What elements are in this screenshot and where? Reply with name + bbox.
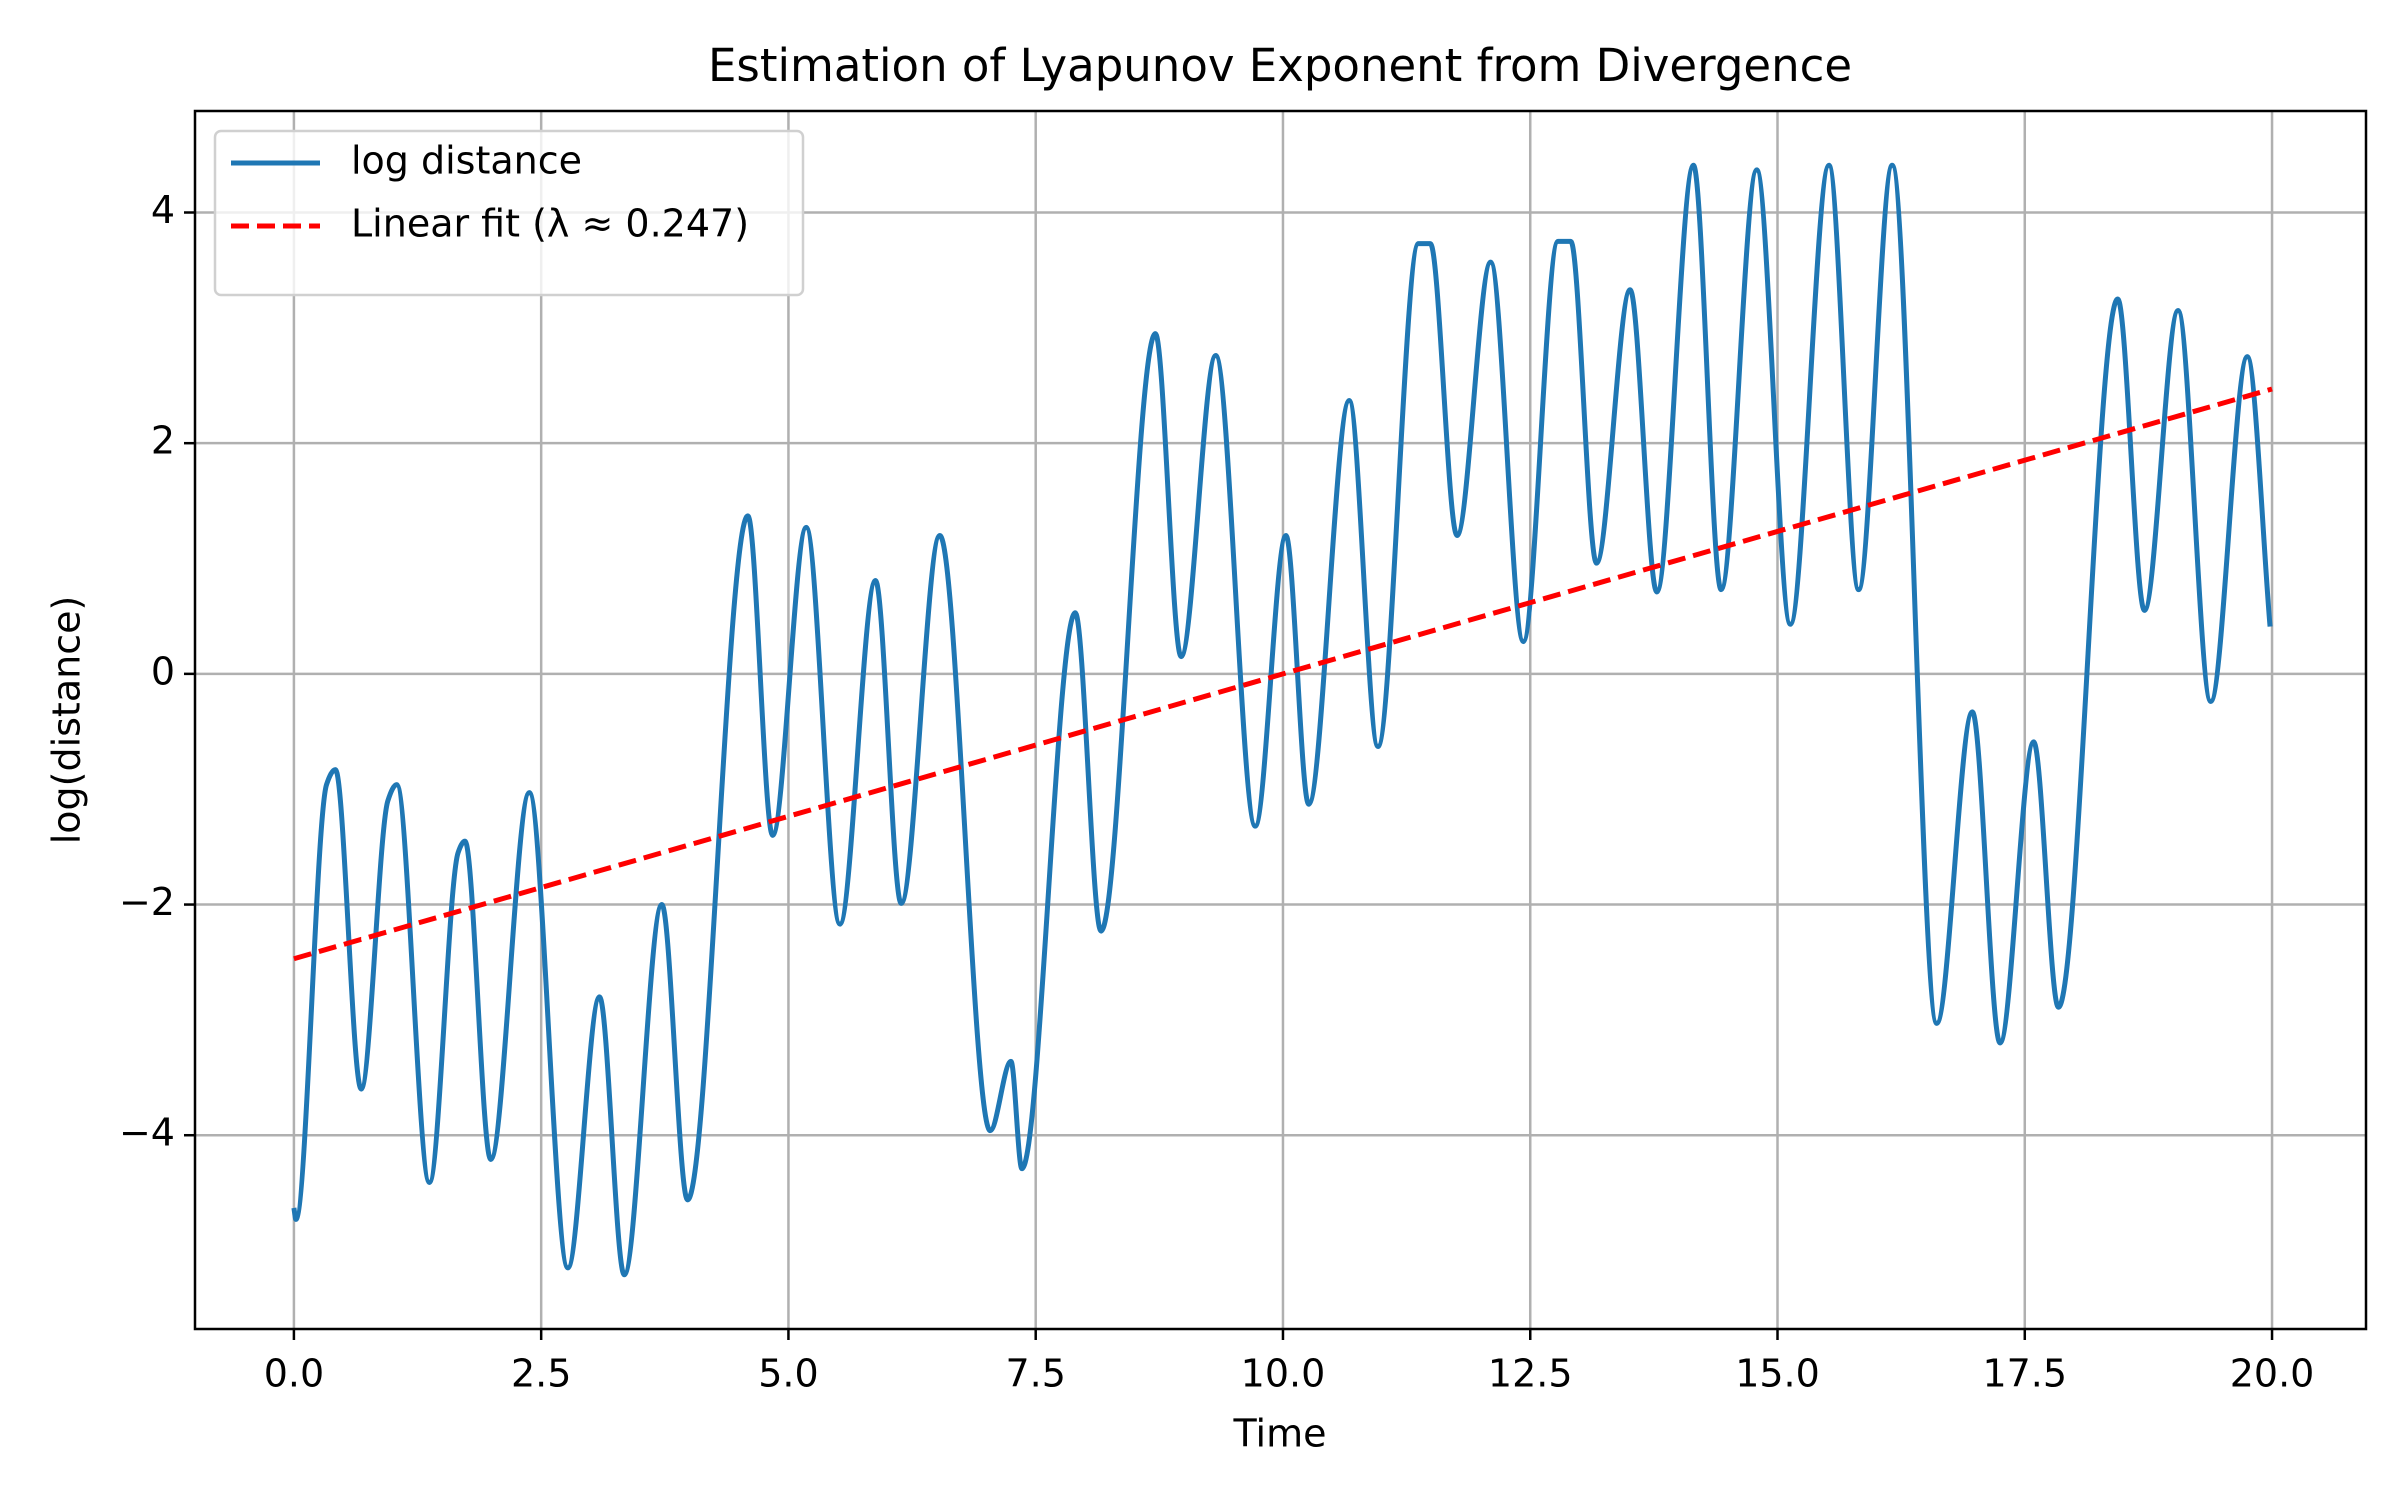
x-tick-label: 7.5 [1005,1352,1065,1396]
x-tick-label: 2.5 [511,1352,571,1396]
ticks: 0.0 2.5 5.0 7.5 10.0 12.5 15.0 17.5 20.0 −4 −2 0 2 4 [119,188,2314,1396]
y-tick-label: −2 [119,880,175,924]
legend-label: log distance [351,139,582,183]
x-tick-label: 0.0 [264,1352,324,1396]
y-tick-label: 4 [151,188,175,232]
data-line [293,386,2273,962]
y-tick-label: 0 [151,649,175,693]
legend-label: Linear fit (λ ≈ 0.247) [351,202,749,246]
plot-area [291,162,2273,1278]
chart-title: Estimation of Lyapunov Exponent from Div… [708,39,1852,92]
y-tick-label: 2 [151,419,175,463]
x-tick-label: 10.0 [1241,1352,1326,1396]
y-tick-label: −4 [119,1111,175,1155]
x-axis-label: Time [1233,1412,1327,1456]
data-line [291,162,2273,1278]
x-tick-label: 17.5 [1982,1352,2067,1396]
x-tick-label: 12.5 [1488,1352,1573,1396]
axes-frame [193,109,2368,1331]
legend-box [213,129,805,297]
legend: log distance Linear fit (λ ≈ 0.247) [213,129,805,297]
x-tick-label: 5.0 [758,1352,818,1396]
y-axis-label: log(distance) [45,596,89,845]
x-tick-label: 20.0 [2230,1352,2315,1396]
x-tick-label: 15.0 [1735,1352,1820,1396]
